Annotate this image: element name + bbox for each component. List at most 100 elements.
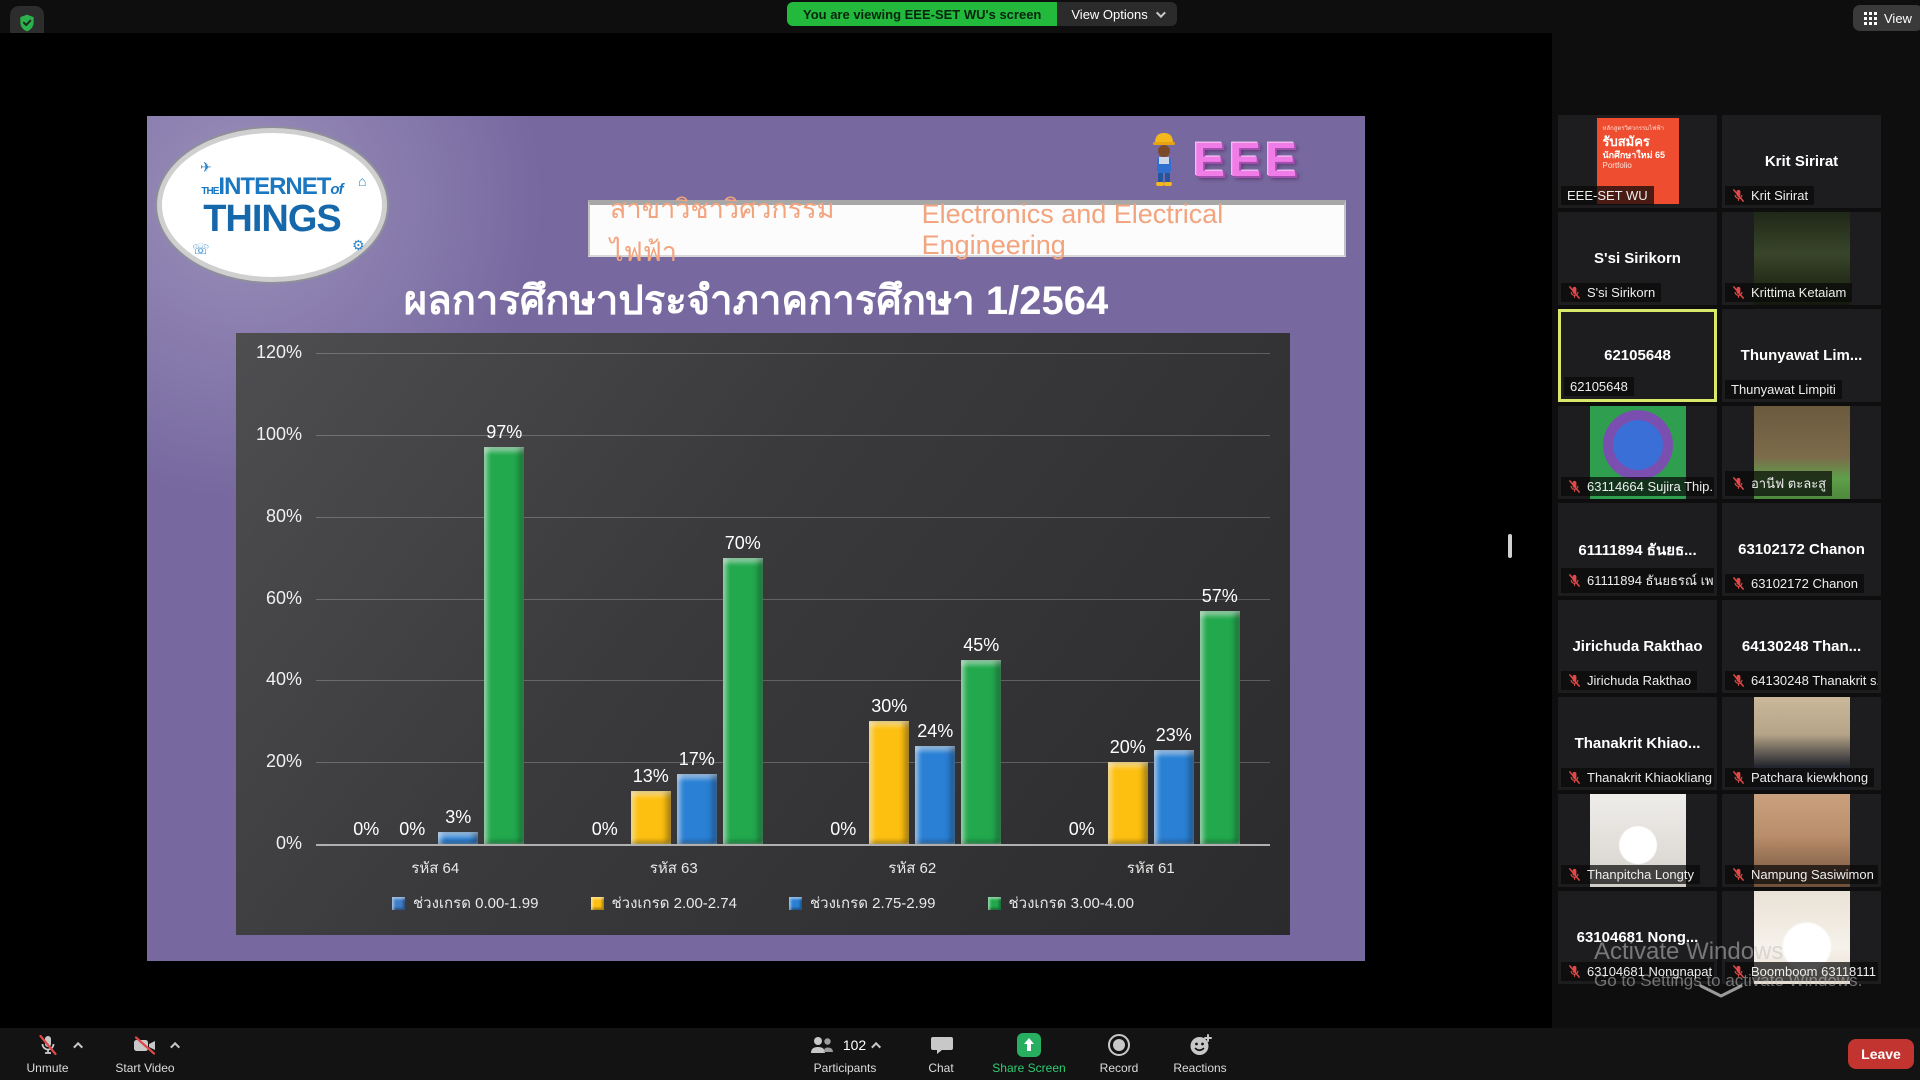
bar-value-label: 0% — [1068, 819, 1095, 839]
start-video-label: Start Video — [115, 1061, 175, 1075]
participant-name-text: EEE-SET WU — [1567, 188, 1648, 203]
screen-share-banner: You are viewing EEE-SET WU's screen View… — [787, 2, 1177, 26]
bar-group: 0% 0% 3% 97% — [343, 422, 527, 844]
participant-tile[interactable]: Krit Sirirat Krit Sirirat — [1722, 115, 1881, 208]
gridline — [316, 434, 1270, 436]
muted-mic-icon — [1569, 286, 1580, 299]
presentation-slide: ✈ ⌂ ☏ ⚙ THEINTERNETof THINGS สาขาวิชาวิศ… — [147, 116, 1365, 961]
participant-display-name: 61111894 ธันยธ... — [1578, 541, 1697, 559]
bar — [438, 831, 479, 844]
legend-swatch — [789, 896, 802, 910]
panel-resize-handle[interactable] — [1508, 534, 1512, 558]
participant-tile[interactable]: อานีฟ ตะละสู — [1722, 406, 1881, 499]
chat-button[interactable]: Chat — [911, 1032, 971, 1075]
bar-group: 0% 13% 17% 70% — [582, 533, 766, 844]
bar-value-label: 97% — [486, 422, 523, 443]
participant-name-text: 63114664 Sujira Thip... — [1587, 479, 1714, 494]
participant-tile[interactable]: 63104681 Nong... 63104681 Nongnapat — [1558, 891, 1717, 984]
iot-logo: ✈ ⌂ ☏ ⚙ THEINTERNETof THINGS — [157, 128, 387, 282]
bar-slot: 3% — [435, 807, 481, 844]
slide-title: ผลการศึกษาประจำภาคการศึกษา 1/2564 — [403, 279, 1109, 323]
participant-tile[interactable]: S'si Sirikorn S'si Sirikorn — [1558, 212, 1717, 305]
start-video-button[interactable]: Start Video — [100, 1032, 190, 1075]
bar-value-label: 24% — [917, 720, 954, 741]
bar-slot: 23% — [1151, 725, 1197, 844]
bar-groups: 0% 0% 3% 97% 0% 13% 17% 70% 0% 30% 24% 45% 0% 20% 23% 5… — [316, 353, 1270, 844]
participant-tile[interactable]: Thunyawat Lim... Thunyawat Limpiti — [1722, 309, 1881, 402]
share-screen-label: Share Screen — [992, 1061, 1066, 1075]
participant-tile[interactable]: Krittima Ketaiam — [1722, 212, 1881, 305]
participant-name-label: EEE-SET WU — [1561, 186, 1654, 205]
participant-display-name: 63102172 Chanon — [1738, 541, 1865, 558]
participant-display-name: Thanakrit Khiao... — [1574, 735, 1701, 752]
participant-display-name: 64130248 Than... — [1741, 638, 1862, 655]
participant-tile[interactable]: หลักสูตรวิศวกรรมไฟฟ้า รับสมัคร นักศึกษาใหม… — [1558, 115, 1717, 208]
unmute-button[interactable]: Unmute — [10, 1032, 85, 1075]
record-button[interactable]: Record — [1084, 1032, 1154, 1075]
bar-group: 0% 30% 24% 45% — [820, 635, 1004, 844]
legend-item: ช่วงเกรด 0.00-1.99 — [392, 891, 539, 915]
participant-name-text: Thanakrit Khiaokliang — [1587, 770, 1713, 785]
reactions-button[interactable]: Reactions — [1155, 1032, 1245, 1075]
participant-name-label: อานีฟ ตะละสู — [1725, 471, 1833, 496]
participant-tile[interactable]: 63102172 Chanon 63102172 Chanon — [1722, 503, 1881, 596]
participant-tile[interactable]: Jirichuda Rakthao Jirichuda Rakthao — [1558, 600, 1717, 693]
reactions-label: Reactions — [1173, 1061, 1227, 1075]
bar-slot: 45% — [958, 635, 1004, 844]
bar-value-label: 70% — [724, 532, 761, 553]
engineer-mascot-icon — [1153, 133, 1175, 186]
chevron-down-icon — [1699, 984, 1743, 998]
participant-name-label: Patchara kiewkhong — [1725, 768, 1875, 787]
muted-mic-icon — [1733, 577, 1744, 590]
participant-name-text: Nampung Sasiwimon — [1751, 867, 1874, 882]
meeting-toolbar: Unmute Start Video 1 — [0, 1028, 1920, 1080]
unmute-label: Unmute — [26, 1061, 69, 1075]
bar-value-label: 20% — [1109, 737, 1146, 758]
participant-name-text: Jirichuda Rakthao — [1587, 673, 1692, 688]
participant-tile[interactable]: Patchara kiewkhong — [1722, 697, 1881, 790]
gear-icon: ⚙ — [352, 237, 365, 253]
legend-swatch — [987, 896, 1001, 910]
leave-button[interactable]: Leave — [1848, 1039, 1914, 1069]
x-axis-category: รหัส 61 — [1126, 860, 1175, 877]
participant-name-text: Boomboom 63118111 — [1751, 964, 1877, 979]
muted-mic-icon — [1569, 574, 1580, 587]
view-options-button[interactable]: View Options — [1057, 2, 1177, 26]
bar-slot: 70% — [720, 533, 766, 844]
view-button[interactable]: View — [1853, 5, 1920, 31]
participant-display-name: Krit Sirirat — [1764, 153, 1839, 170]
participants-caret[interactable] — [871, 1041, 882, 1052]
participant-tile[interactable]: 64130248 Than... 64130248 Thanakrit s... — [1722, 600, 1881, 693]
participant-tile[interactable]: Thanakrit Khiao... Thanakrit Khiaokliang — [1558, 697, 1717, 790]
share-screen-button[interactable]: Share Screen — [969, 1032, 1089, 1075]
x-axis-category: รหัส 63 — [649, 860, 698, 877]
participant-name-label: Thunyawat Limpiti — [1725, 380, 1842, 399]
participant-display-name: 62105648 — [1604, 347, 1671, 364]
participant-tile[interactable]: Boomboom 63118111 — [1722, 891, 1881, 984]
muted-mic-icon — [1733, 286, 1744, 299]
legend-label: ช่วงเกรด 3.00-4.00 — [1008, 895, 1135, 912]
participant-name-label: 63102172 Chanon — [1725, 574, 1864, 593]
bar-slot: 17% — [674, 749, 720, 844]
participant-name-text: S'si Sirikorn — [1587, 285, 1656, 300]
participant-tile[interactable]: Thanpitcha Longty — [1558, 794, 1717, 887]
participant-name-label: Thanpitcha Longty — [1561, 865, 1700, 884]
poster-text-line: นักศึกษาใหม่ 65 — [1602, 149, 1666, 160]
bar — [915, 745, 956, 844]
bar-value-label: 0% — [353, 819, 380, 839]
participant-name-text: 64130248 Thanakrit s... — [1751, 673, 1878, 688]
grid-view-icon — [1864, 11, 1877, 25]
participant-tile[interactable]: 62105648 62105648 — [1558, 309, 1717, 402]
bar-value-label: 17% — [678, 749, 715, 770]
participant-tile[interactable]: 61111894 ธันยธ... 61111894 ธันยธรณ์ เพ... — [1558, 503, 1717, 596]
share-screen-icon — [1017, 1033, 1041, 1057]
gallery-scroll-down-button[interactable] — [1698, 982, 1744, 1000]
participant-tile[interactable]: 63114664 Sujira Thip... — [1558, 406, 1717, 499]
muted-mic-icon — [1733, 965, 1744, 978]
participants-button[interactable]: 102 Participants — [775, 1032, 915, 1075]
gridline — [316, 353, 1270, 354]
department-name-english: Electronics and Electrical Engineering — [921, 199, 1224, 260]
muted-mic-icon — [1733, 189, 1744, 202]
participant-tile[interactable]: Nampung Sasiwimon — [1722, 794, 1881, 887]
legend-label: ช่วงเกรด 0.00-1.99 — [413, 895, 539, 912]
